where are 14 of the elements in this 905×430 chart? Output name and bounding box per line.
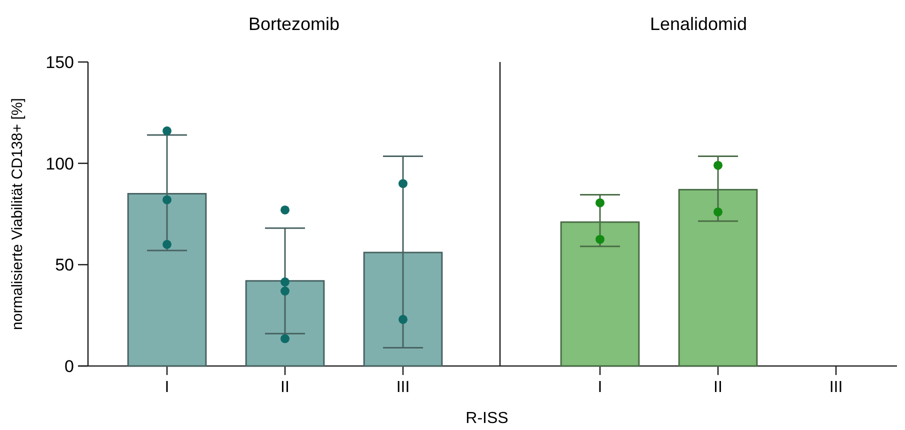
y-tick-label: 0 [64, 356, 74, 376]
y-tick-label: 150 [46, 52, 74, 72]
x-tick-label: III [396, 379, 410, 396]
y-tick-label: 100 [46, 154, 74, 174]
x-tick-label: I [598, 379, 602, 396]
x-tick-label: I [164, 379, 170, 396]
x-axis-title: R-ISS [466, 410, 508, 427]
y-tick-label: 50 [55, 256, 74, 275]
x-tick-label: II [280, 379, 290, 396]
chart-title: Bortezomib [248, 14, 340, 34]
x-tick-label: II [714, 379, 722, 396]
chart-title: Lenalidomid [650, 14, 748, 34]
y-axis-title: normalisierte Viabilität CD138+ [%] [9, 98, 26, 330]
x-tick-label: III [829, 379, 843, 396]
